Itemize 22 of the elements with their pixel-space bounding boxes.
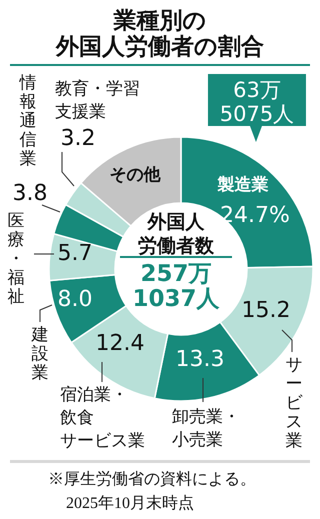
slice-label: 医療・福祉: [8, 211, 24, 307]
text: 63万5075人: [220, 78, 294, 126]
data-label: 3.8: [12, 181, 48, 206]
slice-label: その他: [110, 165, 162, 185]
data-label: 15.2: [242, 298, 290, 323]
text: 257万1037人: [132, 261, 221, 312]
text: ※厚生労働省の資料による。: [48, 470, 256, 488]
data-label: 13.3: [176, 347, 224, 372]
data-label: 12.4: [96, 331, 144, 356]
text: 外国人労働者数: [138, 211, 215, 257]
slice-label: 卸売業・小売業: [172, 407, 240, 450]
slice-label: 宿泊業・飲食サービス業: [60, 385, 145, 451]
data-label: 3.2: [60, 126, 96, 151]
slice-label: 情報通信業: [18, 73, 36, 169]
slice-label: 教育・学習支援業: [55, 79, 140, 122]
text: 2025年10月末時点: [66, 494, 194, 512]
slice-label: 建設業: [30, 325, 48, 383]
data-label: 8.0: [58, 287, 92, 312]
data-label: 5.7: [58, 241, 92, 266]
slice-label: サービス業: [286, 355, 304, 451]
chart-title: 業種別の外国人労働者の割合: [55, 8, 264, 60]
slice-label: 製造業: [216, 175, 268, 195]
